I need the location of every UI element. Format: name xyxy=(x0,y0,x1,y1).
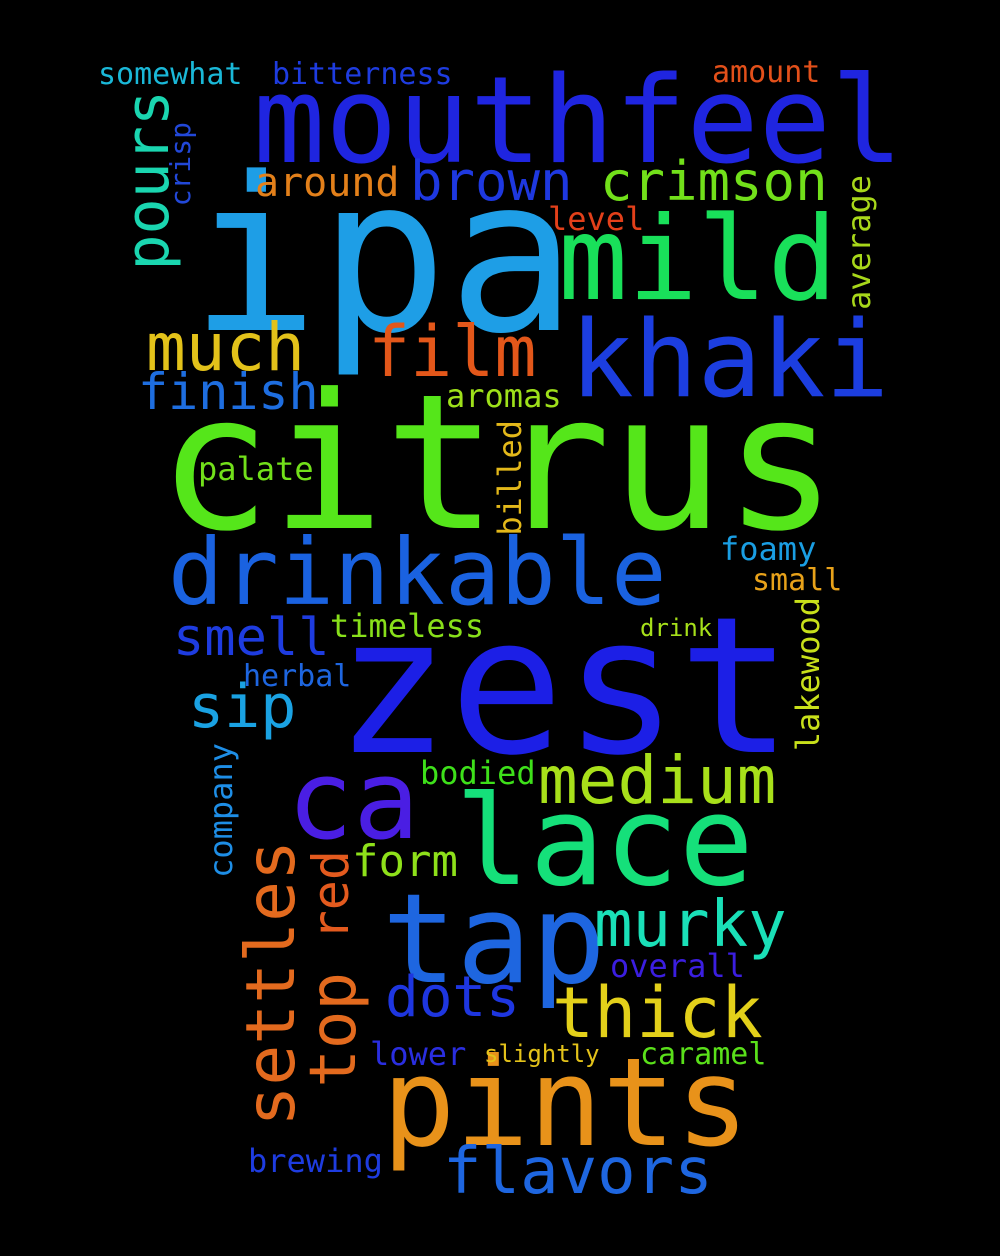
word-palate: palate xyxy=(198,450,314,488)
word-tap: tap xyxy=(382,868,606,1012)
word-foamy: foamy xyxy=(720,530,817,568)
word-billed: billed xyxy=(491,420,529,536)
word-medium: medium xyxy=(538,742,777,819)
word-bodied: bodied xyxy=(420,754,536,792)
word-caramel: caramel xyxy=(640,1037,767,1072)
word-drinkable: drinkable xyxy=(168,519,667,626)
word-zest: zest xyxy=(335,576,793,797)
word-brewing: brewing xyxy=(248,1142,383,1180)
word-amount: amount xyxy=(712,55,821,90)
word-herbal: herbal xyxy=(243,659,352,694)
word-top: top xyxy=(297,972,371,1088)
word-pints: pints xyxy=(382,1032,750,1174)
word-timeless: timeless xyxy=(330,607,485,645)
word-around: around xyxy=(255,160,400,206)
word-brown: brown xyxy=(410,150,573,213)
word-somewhat: somewhat xyxy=(98,57,243,92)
word-thick: thick xyxy=(552,972,763,1054)
word-crisp: crisp xyxy=(164,122,197,207)
word-sip: sip xyxy=(188,672,297,742)
word-lakewood: lakewood xyxy=(789,597,827,752)
word-drink: drink xyxy=(640,614,713,642)
word-much: much xyxy=(146,309,305,386)
word-bitterness: bitterness xyxy=(272,57,453,92)
word-ca: ca xyxy=(287,736,420,864)
word-average: average xyxy=(840,175,878,310)
word-smell: smell xyxy=(173,608,330,668)
word-form: form xyxy=(352,836,458,887)
word-khaki: khaki xyxy=(570,298,890,421)
word-citrus: citrus xyxy=(158,354,838,573)
word-film: film xyxy=(368,311,537,393)
word-ipa: ipa xyxy=(190,132,577,381)
word-lower: lower xyxy=(370,1035,467,1073)
word-crimson: crimson xyxy=(600,150,828,213)
word-mouthfeel: mouthfeel xyxy=(253,52,904,191)
word-aromas: aromas xyxy=(446,377,562,415)
word-finish: finish xyxy=(138,363,319,421)
word-slightly: slightly xyxy=(484,1040,600,1068)
word-red: red xyxy=(302,850,360,941)
word-murky: murky xyxy=(594,888,787,962)
word-lace: lace xyxy=(455,770,754,914)
word-mild: mild xyxy=(558,192,838,327)
word-company: company xyxy=(202,743,240,878)
word-overall: overall xyxy=(610,947,745,985)
word-settles: settles xyxy=(232,840,311,1127)
word-level: level xyxy=(548,200,645,238)
word-flavors: flavors xyxy=(443,1135,713,1209)
word-small: small xyxy=(752,563,843,598)
word-dots: dots xyxy=(385,965,520,1030)
